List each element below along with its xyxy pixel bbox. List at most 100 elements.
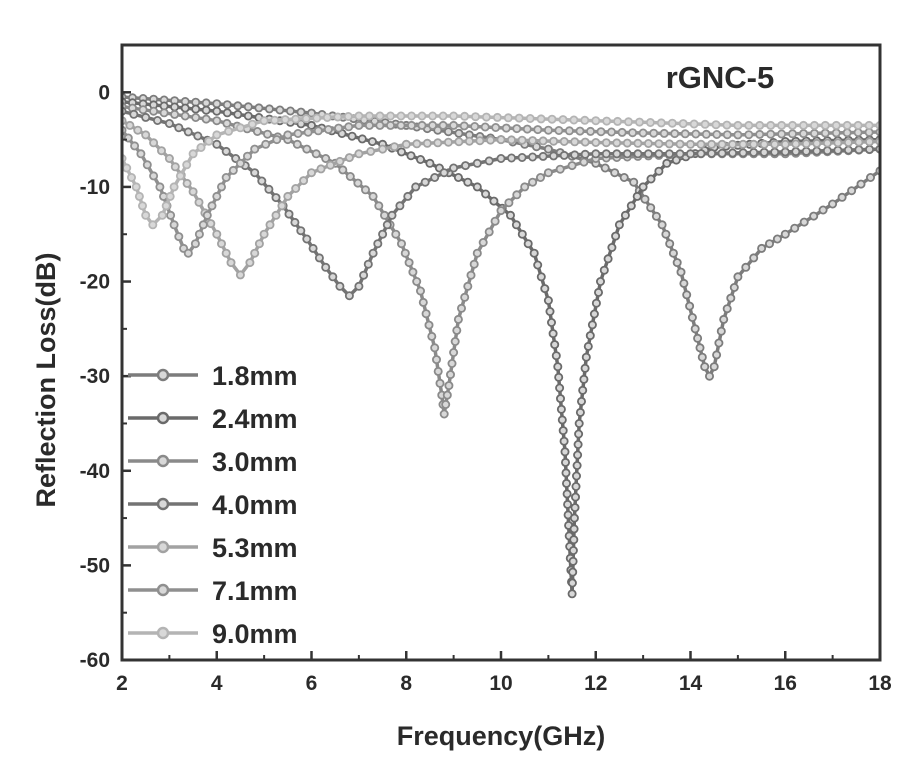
data-point bbox=[449, 111, 459, 121]
data-point bbox=[543, 295, 553, 305]
data-point bbox=[809, 120, 819, 130]
data-point bbox=[543, 168, 553, 178]
data-point bbox=[242, 151, 252, 161]
data-point bbox=[478, 237, 488, 247]
data-point bbox=[809, 211, 819, 221]
data-point bbox=[612, 138, 622, 148]
data-point bbox=[235, 270, 245, 280]
data-point bbox=[492, 112, 502, 122]
data-point bbox=[629, 177, 639, 187]
data-point bbox=[412, 276, 422, 286]
data-point bbox=[523, 239, 533, 249]
data-point bbox=[396, 239, 406, 249]
data-point bbox=[385, 111, 395, 121]
data-point bbox=[343, 112, 353, 122]
data-point bbox=[772, 234, 782, 244]
data-point bbox=[364, 120, 374, 130]
data-point bbox=[344, 153, 354, 163]
data-point bbox=[395, 201, 405, 211]
data-point bbox=[828, 199, 838, 209]
data-point bbox=[556, 394, 566, 404]
data-point bbox=[174, 123, 184, 133]
data-point bbox=[687, 312, 697, 322]
data-point bbox=[481, 189, 491, 199]
data-point bbox=[280, 115, 290, 125]
data-point bbox=[450, 336, 460, 346]
data-point bbox=[212, 139, 222, 149]
data-point bbox=[159, 108, 169, 118]
x-tick-label: 16 bbox=[774, 672, 797, 695]
data-point bbox=[261, 139, 271, 149]
data-point bbox=[133, 125, 143, 135]
data-point bbox=[382, 220, 392, 230]
data-point bbox=[259, 116, 269, 126]
data-point bbox=[759, 139, 769, 149]
data-point bbox=[141, 210, 151, 220]
data-point bbox=[438, 120, 448, 130]
legend-item: 1.8mm bbox=[128, 361, 298, 391]
data-point bbox=[717, 148, 727, 158]
data-point bbox=[728, 148, 738, 158]
data-point bbox=[359, 270, 369, 280]
data-point bbox=[654, 149, 664, 159]
data-point bbox=[296, 107, 306, 117]
data-point bbox=[568, 546, 578, 556]
x-tick-label: 2 bbox=[116, 672, 128, 695]
data-point bbox=[569, 513, 579, 523]
data-point bbox=[818, 205, 828, 215]
data-point bbox=[406, 151, 416, 161]
data-point bbox=[591, 149, 601, 159]
data-point bbox=[454, 137, 464, 147]
data-point bbox=[243, 102, 253, 112]
data-point bbox=[690, 324, 700, 334]
data-point bbox=[549, 151, 559, 161]
data-point bbox=[180, 111, 190, 121]
data-point bbox=[619, 172, 629, 182]
data-point bbox=[842, 120, 852, 130]
data-point bbox=[610, 168, 620, 178]
data-point bbox=[290, 217, 300, 227]
data-point bbox=[549, 136, 559, 146]
data-point bbox=[596, 127, 606, 137]
data-point bbox=[568, 567, 578, 577]
legend-item: 3.0mm bbox=[128, 447, 298, 477]
data-point bbox=[550, 340, 560, 350]
data-point bbox=[306, 168, 316, 178]
data-point bbox=[182, 160, 192, 170]
data-point bbox=[554, 126, 564, 136]
data-point bbox=[424, 320, 434, 330]
data-point bbox=[233, 101, 243, 111]
data-point bbox=[403, 191, 413, 201]
data-point bbox=[170, 162, 180, 172]
data-point bbox=[188, 149, 198, 159]
data-point bbox=[169, 182, 179, 192]
data-point bbox=[567, 589, 577, 599]
data-point bbox=[700, 119, 710, 129]
data-point bbox=[222, 118, 232, 128]
data-point bbox=[212, 191, 222, 201]
data-point bbox=[562, 489, 572, 499]
data-point bbox=[543, 125, 553, 135]
data-point bbox=[696, 139, 706, 149]
data-point bbox=[570, 137, 580, 147]
y-tick-label: -30 bbox=[80, 365, 110, 388]
data-point bbox=[843, 145, 853, 155]
data-point bbox=[594, 287, 604, 297]
data-point bbox=[175, 171, 185, 181]
data-point bbox=[443, 127, 453, 137]
data-point bbox=[749, 147, 759, 157]
data-point bbox=[460, 111, 470, 121]
data-point bbox=[257, 176, 267, 186]
data-point bbox=[438, 111, 448, 121]
data-point bbox=[833, 138, 843, 148]
data-point bbox=[512, 190, 522, 200]
data-point bbox=[596, 276, 606, 286]
data-point bbox=[443, 137, 453, 147]
data-point bbox=[302, 234, 312, 244]
data-point bbox=[475, 136, 485, 146]
data-point bbox=[569, 524, 579, 534]
data-point bbox=[312, 113, 322, 123]
data-point bbox=[622, 138, 632, 148]
data-point bbox=[670, 129, 680, 139]
data-point bbox=[449, 163, 459, 173]
